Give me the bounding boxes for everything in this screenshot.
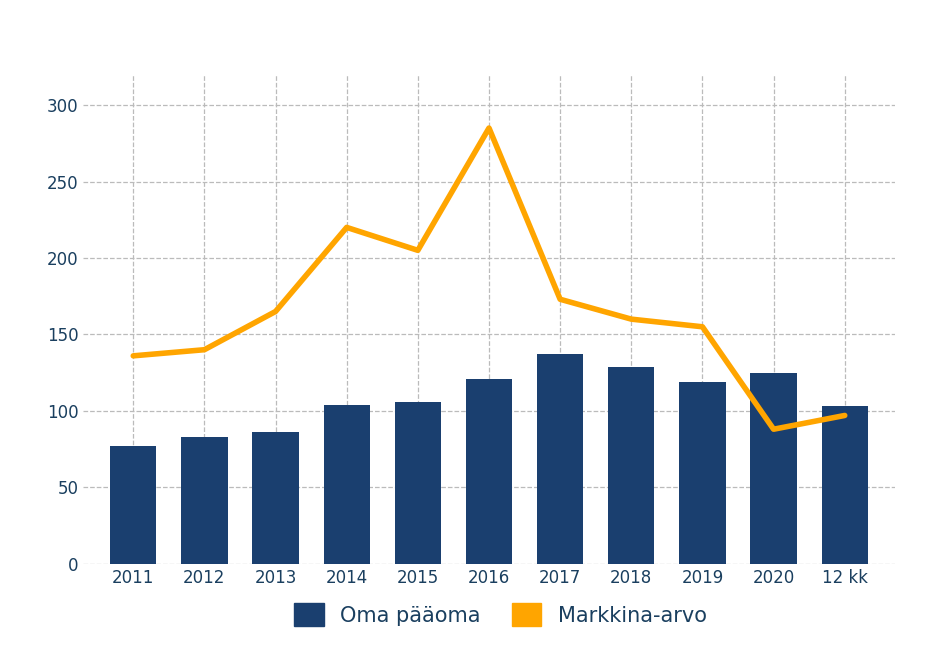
Bar [679, 382, 726, 564]
Bar [466, 379, 512, 564]
Bar [821, 406, 868, 564]
Bar [537, 354, 583, 564]
Bar [751, 373, 796, 564]
Text: UK Home market - Oma pääoma vs. markkina-arvo: UK Home market - Oma pääoma vs. markkina… [17, 25, 572, 43]
Bar [395, 402, 441, 564]
Bar [182, 437, 227, 564]
Legend: Oma pääoma, Markkina-arvo: Oma pääoma, Markkina-arvo [286, 595, 715, 634]
Bar [324, 405, 370, 564]
Bar [252, 432, 298, 564]
Bar [608, 367, 654, 564]
Bar [110, 446, 157, 564]
